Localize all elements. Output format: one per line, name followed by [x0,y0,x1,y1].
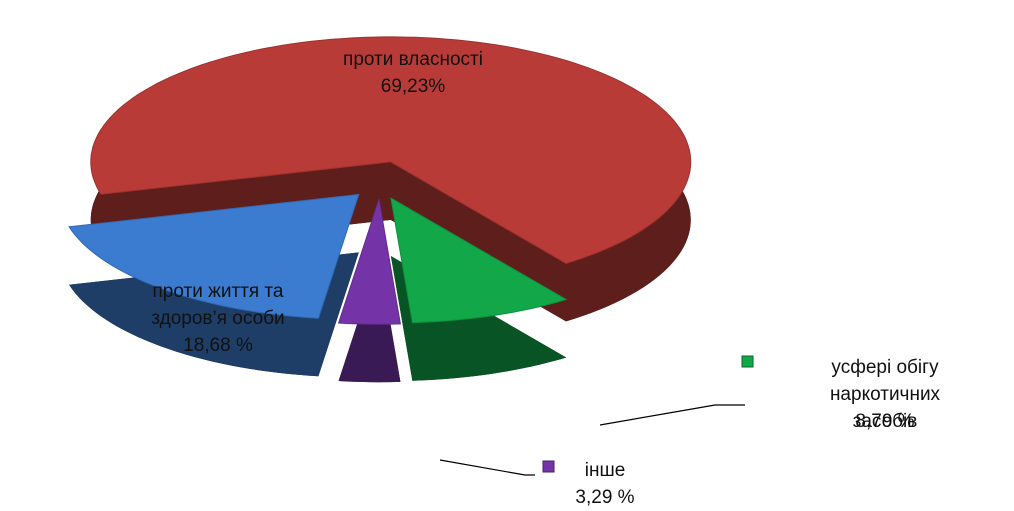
legend-key [542,460,555,473]
slice-value-label: 8,79 % [855,411,915,432]
leader-line [599,404,745,426]
slice-top [390,197,568,324]
slice-top [337,199,401,325]
legend-key [741,355,754,368]
slice-label: проти життя та здоров’я особи [151,281,285,329]
slice-top [68,193,360,319]
slice-label: проти власності [343,49,483,70]
slice-value-label: 3,29 % [575,487,635,508]
slice-value-label: 18,68 % [183,335,253,356]
slice-value-label: 69,23% [380,76,446,97]
slice-label: інше [584,460,626,481]
slice-label: усфері обігу наркотичних засобів [829,357,941,432]
slice-top [90,36,692,264]
leader-line [439,459,535,476]
